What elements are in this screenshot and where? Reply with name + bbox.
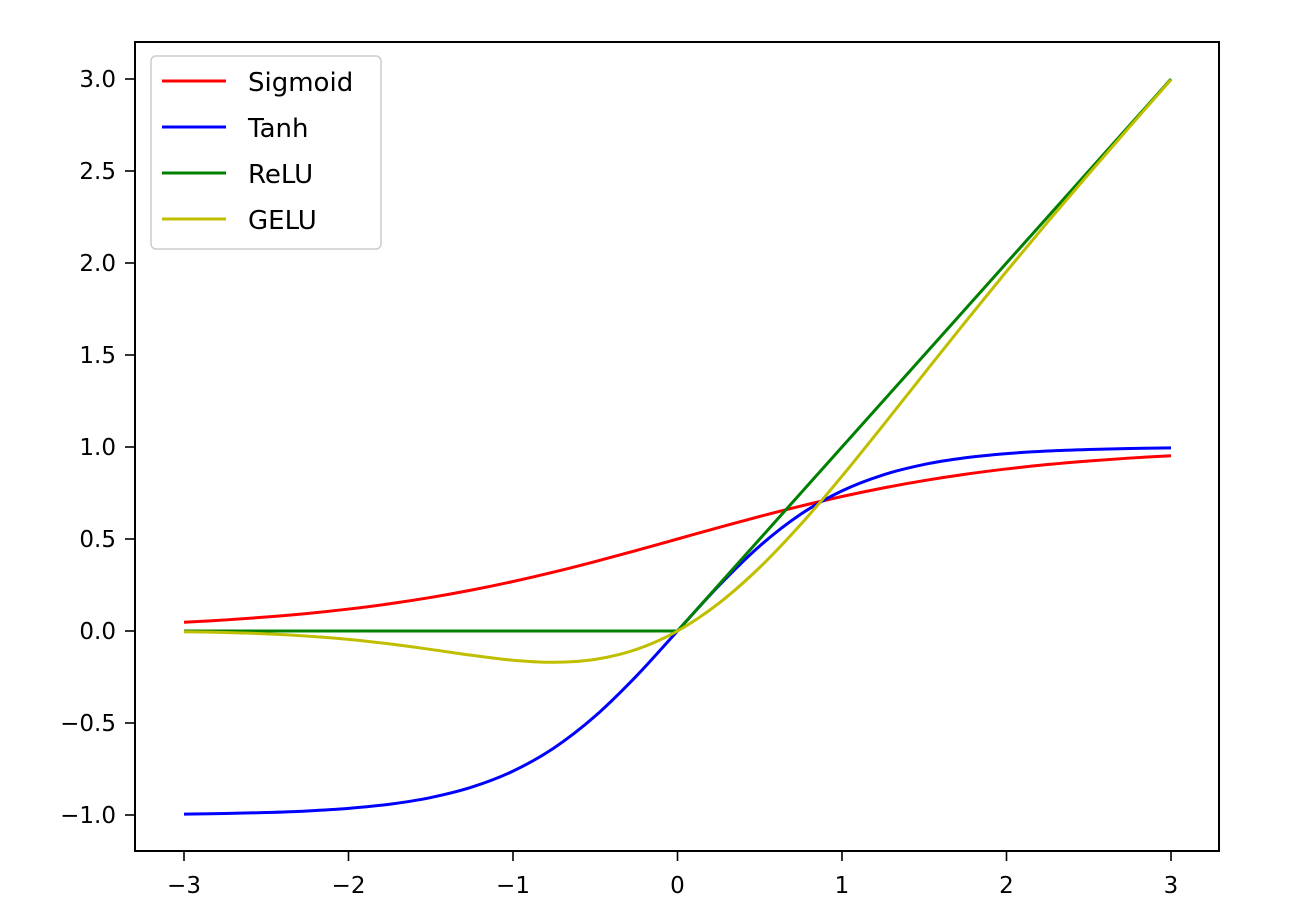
y-tick-label: −1.0 xyxy=(60,803,116,829)
x-tick-label: −1 xyxy=(496,873,530,899)
legend-item-sigmoid: Sigmoid xyxy=(162,68,353,98)
legend: Sigmoid Tanh ReLU GELU xyxy=(150,55,382,250)
y-tick-label: 2.0 xyxy=(79,251,116,277)
y-tick-label: 3.0 xyxy=(79,67,116,93)
legend-label: ReLU xyxy=(248,160,313,190)
legend-item-gelu: GELU xyxy=(162,206,317,236)
series-line-gelu xyxy=(183,78,1173,664)
x-tick-label: 0 xyxy=(670,873,685,899)
x-tick-label: −2 xyxy=(332,873,366,899)
y-tick-label: 0.5 xyxy=(79,527,116,553)
series-lines xyxy=(183,78,1173,816)
y-tick-label: 2.5 xyxy=(79,159,116,185)
x-tick-label: 1 xyxy=(835,873,850,899)
y-tick-label: 0.0 xyxy=(79,619,116,645)
x-tick-label: −3 xyxy=(167,873,201,899)
x-tick-label: 2 xyxy=(999,873,1014,899)
y-tick-label: 1.0 xyxy=(79,435,116,461)
y-axis: −1.0 −0.5 0.0 0.5 1.0 1.5 2.0 2.5 3.0 xyxy=(60,67,135,829)
x-axis: −3 −2 −1 0 1 2 3 xyxy=(167,851,1178,899)
legend-label: Sigmoid xyxy=(248,68,353,98)
legend-item-tanh: Tanh xyxy=(162,114,308,144)
legend-box xyxy=(150,55,382,250)
x-tick-label: 3 xyxy=(1164,873,1179,899)
y-tick-label: −0.5 xyxy=(60,711,116,737)
y-tick-label: 1.5 xyxy=(79,343,116,369)
legend-label: Tanh xyxy=(247,114,308,144)
legend-item-relu: ReLU xyxy=(162,160,313,190)
legend-label: GELU xyxy=(248,206,317,236)
series-line-sigmoid xyxy=(183,454,1172,624)
